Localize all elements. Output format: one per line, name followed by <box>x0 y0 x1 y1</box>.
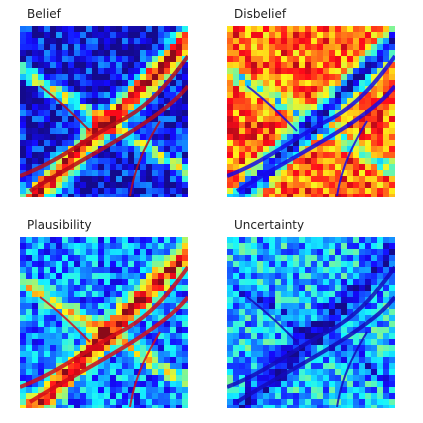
belief-heatmap <box>20 26 188 197</box>
belief-title: Belief <box>27 7 61 21</box>
uncertainty-heatmap <box>227 237 395 408</box>
disbelief-heatmap <box>227 26 395 197</box>
uncertainty-title: Uncertainty <box>234 218 305 232</box>
plausibility-heatmap <box>20 237 188 408</box>
disbelief-title: Disbelief <box>234 7 287 21</box>
plausibility-title: Plausibility <box>27 218 92 232</box>
